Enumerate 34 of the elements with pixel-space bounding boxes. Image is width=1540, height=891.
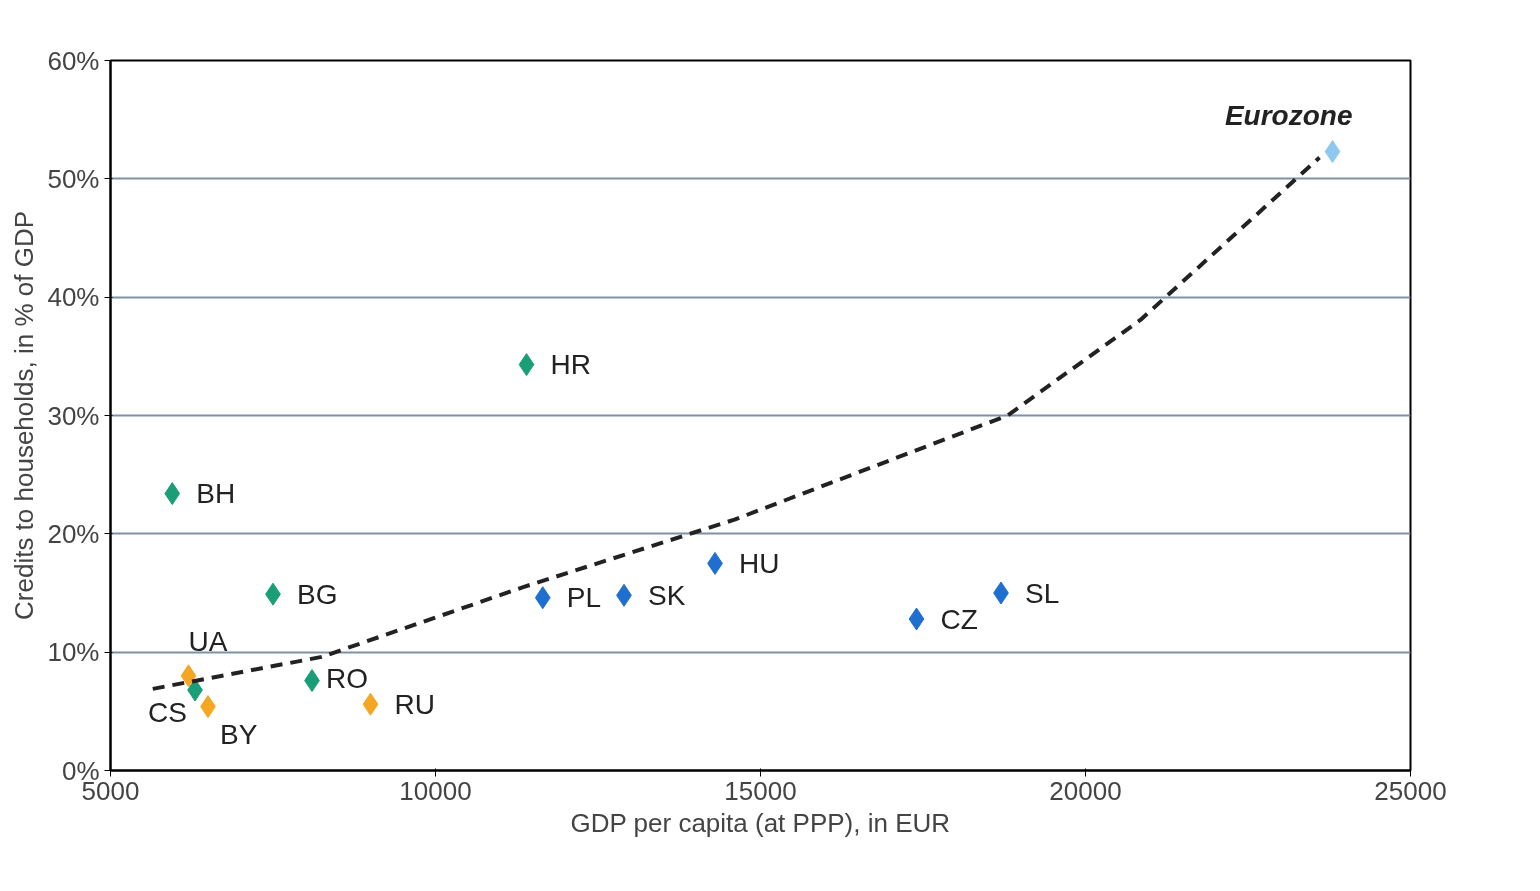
annotation: BY xyxy=(220,719,258,751)
annotation: HU xyxy=(739,547,780,579)
annotation: CS xyxy=(148,696,188,728)
x-tick-label: 25000 xyxy=(1374,775,1447,806)
annotation: HR xyxy=(550,349,591,381)
y-tick-label: 30% xyxy=(47,400,100,431)
y-tick-label: 10% xyxy=(47,637,100,668)
annotation: SL xyxy=(1025,577,1060,609)
annotation: SK xyxy=(648,579,686,611)
annotation: RO xyxy=(326,663,368,695)
x-tick-label: 15000 xyxy=(724,775,797,806)
annotation: CZ xyxy=(940,603,978,635)
line-series xyxy=(150,155,1322,691)
x-tick-label: 20000 xyxy=(1049,775,1122,806)
point xyxy=(362,692,379,716)
y-tick-label: 20% xyxy=(47,518,100,549)
annotation: UA xyxy=(188,626,228,658)
y-tick-label: 50% xyxy=(47,163,100,194)
annotation: PL xyxy=(566,582,601,614)
point xyxy=(1324,140,1341,164)
annotation: BH xyxy=(196,478,236,510)
point xyxy=(180,664,197,688)
annotation: BG xyxy=(297,578,338,610)
point xyxy=(908,607,925,631)
annotation: Eurozone xyxy=(1224,100,1353,132)
annotation: RU xyxy=(394,688,435,720)
x-axis-title: GDP per capita (at PPP), in EUR xyxy=(570,807,951,838)
point xyxy=(164,482,181,506)
y-tick-label: 60% xyxy=(47,45,100,76)
point xyxy=(534,586,551,610)
x-tick-label: 10000 xyxy=(399,775,472,806)
y-tick-label: 40% xyxy=(47,282,100,313)
point xyxy=(518,353,535,377)
y-axis-title: Credits to households, in % of GDP xyxy=(9,211,40,620)
